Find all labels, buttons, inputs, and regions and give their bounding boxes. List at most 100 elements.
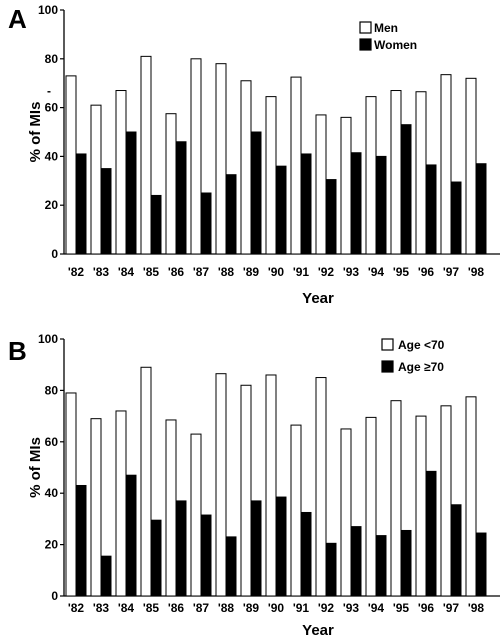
bar-open <box>465 77 477 255</box>
bar-open <box>390 90 402 255</box>
bar-filled <box>75 153 87 255</box>
bar-filled <box>250 500 262 597</box>
x-tick-label: '97 <box>443 601 460 615</box>
bar-open <box>415 415 427 597</box>
bar-open <box>190 433 202 597</box>
x-tick-label: '90 <box>268 601 285 615</box>
bar-filled <box>350 152 362 255</box>
x-tick-label: '83 <box>93 265 110 279</box>
bar-filled <box>175 500 187 597</box>
x-tick-label: '87 <box>193 265 210 279</box>
bar-filled <box>125 474 137 597</box>
x-tick-label: '95 <box>393 265 410 279</box>
bar-filled <box>250 131 262 255</box>
x-tick-label: '89 <box>243 265 260 279</box>
x-tick-label: '90 <box>268 265 285 279</box>
y-tick-label: 100 <box>38 3 58 17</box>
bar-filled <box>400 124 412 255</box>
x-tick-label: '93 <box>343 601 360 615</box>
x-tick-label: '82 <box>68 601 85 615</box>
x-tick-label: '83 <box>93 601 110 615</box>
bar-open <box>240 384 252 597</box>
bar-filled <box>175 141 187 255</box>
bar-open <box>365 416 377 597</box>
legend: Age <70 Age ≥70 <box>381 338 445 374</box>
panel-b: B 0 20 40 60 80 100 % of MIs Year '82 '83 '84 '85 '86… <box>8 332 500 639</box>
y-tick-label: 0 <box>51 589 58 603</box>
bar-open <box>440 405 452 597</box>
bar-open <box>265 374 277 597</box>
bar-filled <box>200 192 212 255</box>
bar-filled <box>475 163 487 255</box>
y-axis-title: % of MIs <box>27 102 44 163</box>
bar-filled <box>425 164 437 255</box>
legend: Men Women <box>359 21 417 52</box>
bar-filled <box>100 555 112 597</box>
bar-open <box>440 74 452 255</box>
bar-filled <box>450 181 462 255</box>
x-tick-label: '85 <box>143 601 160 615</box>
y-tick-label: 20 <box>45 198 59 212</box>
x-tick-label: '86 <box>168 265 185 279</box>
bar-open <box>340 116 352 255</box>
bar-filled <box>400 529 412 597</box>
x-tick-label: '98 <box>468 601 485 615</box>
bar-filled <box>375 155 387 255</box>
panel-a: A 0 20 40 60 80 100 % of MIs Year '82 '83 '84 '85 '86… <box>8 3 500 307</box>
x-tick-label: '88 <box>218 601 235 615</box>
x-tick-label: '91 <box>293 265 310 279</box>
bar-open <box>265 96 277 255</box>
legend-swatch <box>381 338 394 351</box>
bar-open <box>240 80 252 255</box>
bar-open <box>90 418 102 597</box>
bar-filled <box>75 484 87 597</box>
bar-open <box>90 104 102 255</box>
legend-swatch <box>359 21 372 34</box>
legend-label: Age <70 <box>398 338 445 352</box>
bar-open <box>140 366 152 597</box>
bar-filled <box>225 536 237 597</box>
bar-open <box>290 76 302 255</box>
bar-open <box>190 58 202 255</box>
bar-open <box>65 75 77 255</box>
bar-open <box>215 63 227 255</box>
bar-filled <box>450 504 462 597</box>
legend-swatch <box>359 38 372 51</box>
x-tick-label: '92 <box>318 265 335 279</box>
legend-label: Women <box>374 38 417 52</box>
bar-open <box>165 419 177 597</box>
x-tick-label: '91 <box>293 601 310 615</box>
bar-open <box>415 91 427 255</box>
x-axis-title: Year <box>302 290 334 307</box>
bar-filled <box>150 194 162 255</box>
bar-filled <box>225 174 237 255</box>
bar-open <box>290 424 302 597</box>
bar-filled <box>275 165 287 255</box>
x-tick-label: '92 <box>318 601 335 615</box>
bar-open <box>115 90 127 255</box>
bar-open <box>115 410 127 597</box>
y-tick-label: 0 <box>51 247 58 261</box>
x-tick-label: '89 <box>243 601 260 615</box>
panel-label: A <box>8 4 27 34</box>
annotation-mark: - <box>47 84 51 98</box>
x-tick-label: '84 <box>118 265 135 279</box>
x-tick-label: '96 <box>418 265 435 279</box>
bar-filled <box>425 470 437 597</box>
bar-filled <box>325 179 337 255</box>
bar-filled <box>275 496 287 597</box>
x-tick-label: '97 <box>443 265 460 279</box>
bar-open <box>465 396 477 597</box>
bar-filled <box>475 532 487 597</box>
y-tick-label: 40 <box>45 486 59 500</box>
y-tick-label: 80 <box>45 52 59 66</box>
x-axis-title: Year <box>302 622 334 639</box>
bar-open <box>340 428 352 597</box>
y-tick-label: 60 <box>45 435 59 449</box>
legend-label: Men <box>374 21 398 35</box>
x-tick-label: '87 <box>193 601 210 615</box>
legend-label: Age ≥70 <box>398 360 444 374</box>
x-tick-label: '94 <box>368 601 385 615</box>
bar-open <box>140 55 152 255</box>
